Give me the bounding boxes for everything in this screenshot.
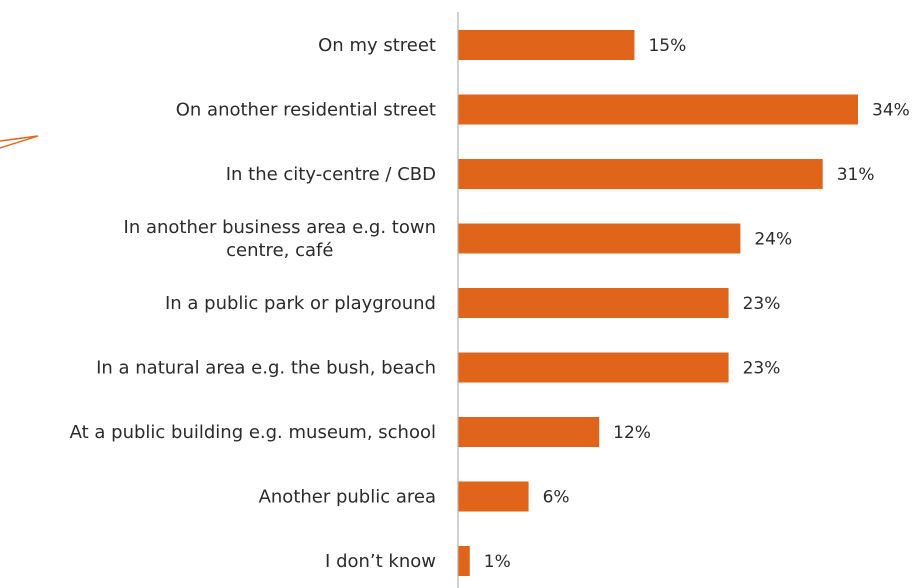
value-label-6: 12%	[613, 423, 651, 443]
category-label-4: In a public park or playground	[165, 293, 436, 314]
bar-2	[458, 159, 823, 189]
bar-4	[458, 288, 729, 318]
value-label-4: 23%	[743, 294, 781, 314]
bar-1	[458, 94, 858, 125]
value-label-0: 15%	[648, 36, 686, 56]
value-labels: 15% 34% 31% 24% 23% 23% 12% 6% 1%	[484, 36, 910, 572]
bar-5	[458, 352, 729, 383]
category-label-5: In a natural area e.g. the bush, beach	[96, 358, 436, 379]
bar-6	[458, 417, 600, 447]
value-label-3: 24%	[754, 230, 792, 250]
bar-8	[458, 546, 470, 576]
bar-0	[458, 30, 635, 60]
category-label-0: On my street	[318, 35, 436, 56]
accent-decoration	[0, 135, 39, 149]
category-labels: On my street On another residential stree…	[70, 35, 436, 572]
value-label-5: 23%	[743, 359, 781, 379]
category-label-6: At a public building e.g. museum, school	[70, 422, 436, 443]
value-label-2: 31%	[837, 165, 875, 185]
value-label-8: 1%	[484, 552, 511, 572]
category-label-7: Another public area	[259, 487, 436, 508]
value-label-1: 34%	[872, 101, 910, 121]
bar-7	[458, 481, 529, 512]
category-label-3: In another business area e.g. town centre…	[124, 217, 436, 261]
accent-stroke	[0, 135, 39, 149]
bars-group	[458, 30, 858, 576]
bar-3	[458, 223, 741, 254]
value-label-7: 6%	[543, 488, 570, 508]
category-label-8: I don’t know	[325, 551, 436, 572]
category-label-1: On another residential street	[176, 100, 436, 121]
category-label-2: In the city-centre / CBD	[226, 164, 436, 185]
